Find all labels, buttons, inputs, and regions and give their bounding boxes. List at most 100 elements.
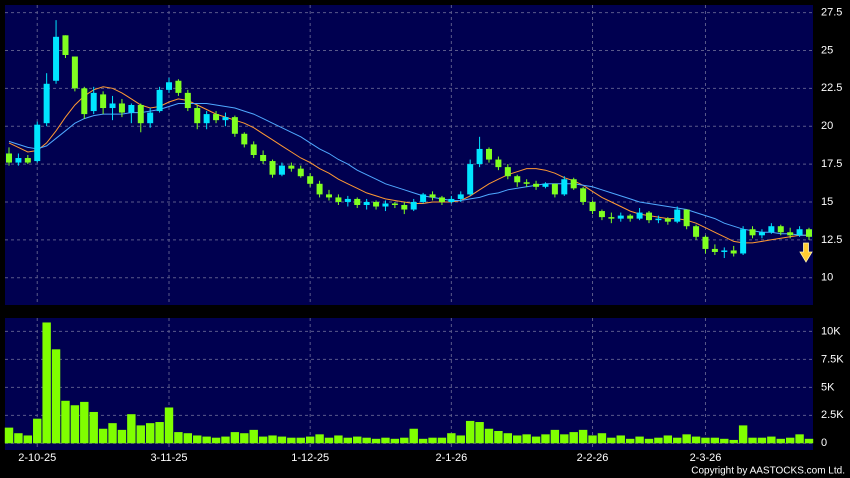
volume-bar: [14, 433, 23, 444]
candle-body: [335, 197, 342, 202]
candle-body: [53, 36, 60, 81]
candle-body: [617, 215, 624, 219]
candle-body: [363, 201, 370, 205]
volume-bar: [296, 437, 305, 444]
y-tick-label: 0: [821, 437, 827, 449]
candle-body: [646, 212, 652, 221]
volume-bar: [136, 425, 145, 444]
volume-bar: [710, 437, 720, 444]
candle-body: [495, 159, 502, 168]
volume-bar: [80, 401, 89, 444]
volume-bar: [211, 437, 221, 444]
candle-body: [175, 80, 182, 93]
volume-bar: [174, 432, 183, 444]
candle-body: [166, 82, 172, 90]
candle-body: [15, 158, 22, 163]
candle-body: [241, 133, 248, 145]
candle-body: [598, 211, 605, 218]
candle-body: [24, 158, 31, 163]
volume-bar: [268, 435, 277, 444]
volume-bar: [729, 439, 738, 444]
candle-body: [608, 217, 615, 219]
candle-body: [81, 88, 88, 115]
candle-body: [373, 201, 380, 207]
candle-body: [250, 144, 257, 155]
candle-body: [749, 229, 756, 236]
volume-bar: [437, 437, 447, 444]
candle-body: [420, 194, 427, 202]
volume-bar: [164, 407, 174, 444]
volume-bar: [51, 349, 61, 444]
candle-body: [297, 168, 304, 177]
candle-body: [410, 201, 417, 210]
volume-bar: [503, 433, 513, 444]
y-tick-label: 20: [821, 120, 833, 132]
candle-body: [702, 236, 709, 249]
volume-bar: [418, 438, 428, 444]
candle-body: [288, 165, 295, 169]
volume-bar: [258, 436, 268, 444]
volume-bar: [428, 437, 437, 444]
candle-body: [128, 105, 135, 113]
candle-body: [740, 229, 747, 254]
x-tick-label: 2-2-26: [577, 452, 609, 464]
candle-body: [787, 232, 794, 236]
candle-body: [6, 153, 12, 163]
volume-bar: [663, 435, 673, 444]
candle-body: [467, 164, 474, 195]
volume-bar: [108, 423, 117, 444]
volume-bar: [117, 429, 127, 444]
volume-bar: [447, 433, 456, 444]
candle-body: [758, 232, 765, 236]
volume-bar: [202, 436, 211, 444]
candle-body: [269, 161, 276, 175]
candle-body: [777, 226, 784, 233]
volume-bar: [465, 420, 475, 444]
y-tick-label: 27.5: [821, 6, 842, 18]
plot-layer: 10 12.5 15 17.5 20 22.5 25 27.5 0 2.5K 5K 7.5K 10K 2-…: [4, 5, 844, 464]
candle-body: [476, 148, 483, 165]
candle-body: [231, 117, 238, 134]
volume-bar: [305, 436, 315, 444]
volume-bar: [776, 438, 785, 444]
volume-bar: [409, 428, 418, 444]
candle-body: [307, 176, 314, 184]
volume-bar: [644, 438, 654, 444]
volume-bar: [343, 437, 353, 444]
candle-body: [401, 205, 408, 210]
x-tick-label: 2-1-26: [435, 452, 467, 464]
volume-bar: [390, 438, 400, 444]
candle-body: [43, 83, 50, 124]
volume-bar: [748, 437, 757, 444]
volume-bar: [456, 435, 465, 444]
volume-bar: [757, 437, 767, 444]
volume-bar: [635, 436, 644, 444]
volume-bar: [249, 429, 258, 444]
candle-body: [354, 198, 361, 205]
candle-body: [156, 89, 163, 112]
candle-body: [683, 209, 690, 227]
candle-body: [100, 94, 107, 109]
y-tick-label: 7.5K: [821, 353, 844, 365]
volume-bar: [315, 434, 324, 444]
candle-body: [137, 105, 144, 124]
volume-bar: [616, 435, 625, 444]
volume-bar: [362, 437, 371, 444]
candle-body: [213, 114, 220, 121]
candle-body: [523, 182, 530, 184]
y-tick-label: 17.5: [821, 158, 842, 170]
candle-body: [194, 108, 201, 124]
volume-bar: [560, 434, 569, 444]
y-tick-label: 10: [821, 272, 833, 284]
x-tick-label: 3-11-25: [150, 452, 187, 464]
candle-body: [721, 250, 728, 252]
volume-bar: [484, 428, 494, 444]
volume-bar: [230, 432, 240, 444]
volume-bar: [607, 437, 616, 444]
volume-bar: [277, 436, 287, 444]
candle-body: [34, 124, 41, 162]
y-tick-label: 2.5K: [821, 409, 844, 421]
candle-body: [382, 203, 389, 207]
candle-body: [551, 183, 558, 195]
